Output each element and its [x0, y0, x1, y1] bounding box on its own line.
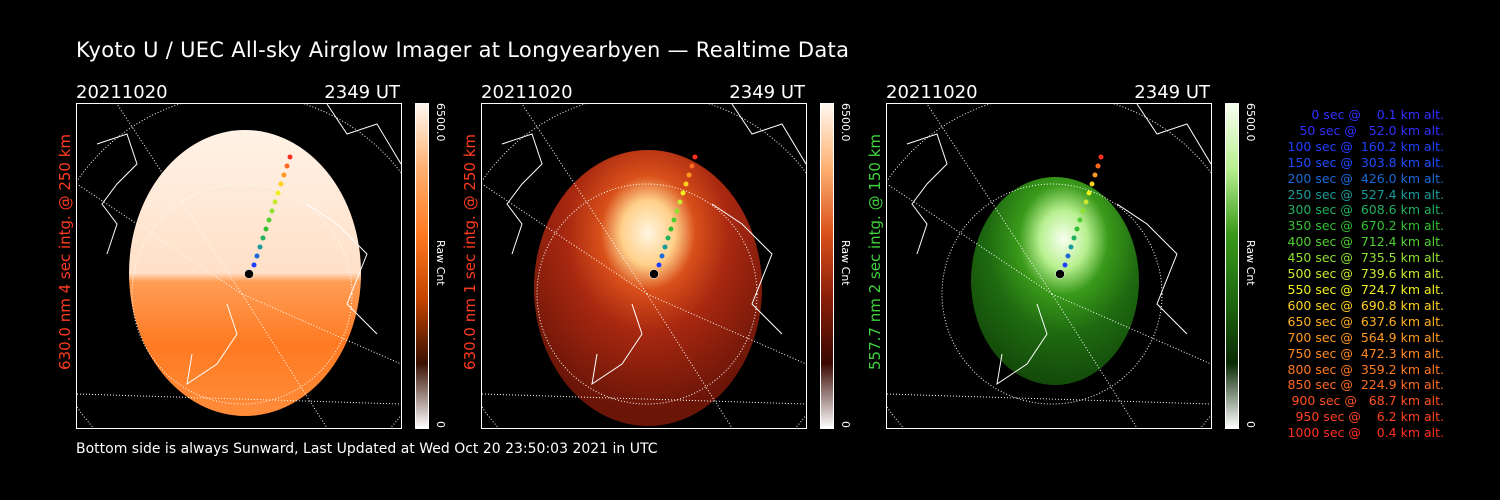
legend-item: 200 sec @ 426.0 km alt. — [1287, 170, 1444, 186]
airglow-ellipse — [971, 177, 1139, 385]
colorbar — [820, 103, 834, 429]
legend-item: 900 sec @ 68.7 km alt. — [1291, 393, 1444, 409]
panel-date: 20211020 — [76, 82, 168, 103]
airglow-ellipse — [534, 150, 762, 426]
allsky-image-svg — [482, 104, 806, 428]
colorbar-min: 0 — [434, 421, 447, 428]
legend-item: 850 sec @ 224.9 km alt. — [1287, 377, 1444, 393]
allsky-image — [481, 103, 807, 429]
panel-630-1sec: 20211020 2349 UT — [461, 82, 881, 432]
panel-time: 2349 UT — [729, 82, 805, 103]
legend-item: 50 sec @ 52.0 km alt. — [1299, 122, 1444, 138]
legend-item: 700 sec @ 564.9 km alt. — [1287, 329, 1444, 345]
legend-item: 400 sec @ 712.4 km alt. — [1287, 234, 1444, 250]
legend-item: 650 sec @ 637.6 km alt. — [1287, 313, 1444, 329]
legend-item: 350 sec @ 670.2 km alt. — [1287, 218, 1444, 234]
colorbar-label: Raw Cnt — [839, 240, 852, 286]
page-title: Kyoto U / UEC All-sky Airglow Imager at … — [76, 38, 850, 62]
colorbar-label: Raw Cnt — [434, 240, 447, 286]
panel-label: 630.0 nm 4 sec intg. @ 250 km — [56, 133, 74, 370]
colorbar-max: 6500.0 — [839, 103, 852, 142]
legend-item: 750 sec @ 472.3 km alt. — [1287, 345, 1444, 361]
legend-item: 1000 sec @ 0.4 km alt. — [1287, 425, 1444, 441]
coastline — [906, 104, 1211, 386]
coastline — [501, 104, 806, 386]
allsky-image-svg — [77, 104, 401, 428]
panel-date: 20211020 — [886, 82, 978, 103]
legend-item: 800 sec @ 359.2 km alt. — [1287, 361, 1444, 377]
allsky-image — [76, 103, 402, 429]
colorbar-min: 0 — [1244, 421, 1257, 428]
colorbar — [1225, 103, 1239, 429]
legend-item: 250 sec @ 527.4 km alt. — [1287, 186, 1444, 202]
trajectory-legend: 0 sec @ 0.1 km alt. 50 sec @ 52.0 km alt… — [1260, 107, 1444, 441]
colorbar-label: Raw Cnt — [1244, 240, 1257, 286]
legend-item: 0 sec @ 0.1 km alt. — [1311, 107, 1444, 122]
legend-item: 600 sec @ 690.8 km alt. — [1287, 297, 1444, 313]
map-grid — [887, 104, 1211, 428]
allsky-image-svg — [887, 104, 1211, 428]
panel-time: 2349 UT — [1134, 82, 1210, 103]
legend-item: 300 sec @ 608.6 km alt. — [1287, 202, 1444, 218]
legend-item: 950 sec @ 6.2 km alt. — [1295, 409, 1444, 425]
trajectory-dots — [649, 154, 698, 279]
colorbar-max: 6500.0 — [1244, 103, 1257, 142]
legend-item: 100 sec @ 160.2 km alt. — [1287, 138, 1444, 154]
footer-status: Bottom side is always Sunward, Last Upda… — [76, 441, 658, 457]
panel-label: 630.0 nm 1 sec intg. @ 250 km — [461, 133, 479, 370]
panel-557-2sec: 20211020 2349 UT — [866, 82, 1286, 432]
panel-label: 557.7 nm 2 sec intg. @ 150 km — [866, 133, 884, 370]
panel-630-4sec: 20211020 2349 UT — [56, 82, 476, 432]
legend-item: 150 sec @ 303.8 km alt. — [1287, 154, 1444, 170]
map-grid — [77, 104, 401, 428]
legend-item: 550 sec @ 724.7 km alt. — [1287, 281, 1444, 297]
colorbar — [415, 103, 429, 429]
trajectory-dots — [244, 154, 293, 279]
colorbar-min: 0 — [839, 421, 852, 428]
legend-item: 500 sec @ 739.6 km alt. — [1287, 266, 1444, 282]
colorbar-max: 6500.0 — [434, 103, 447, 142]
coastline — [96, 104, 401, 386]
allsky-image — [886, 103, 1212, 429]
map-grid — [482, 104, 806, 428]
panel-date: 20211020 — [481, 82, 573, 103]
trajectory-dots — [1055, 154, 1104, 279]
panel-time: 2349 UT — [324, 82, 400, 103]
legend-item: 450 sec @ 735.5 km alt. — [1287, 250, 1444, 266]
